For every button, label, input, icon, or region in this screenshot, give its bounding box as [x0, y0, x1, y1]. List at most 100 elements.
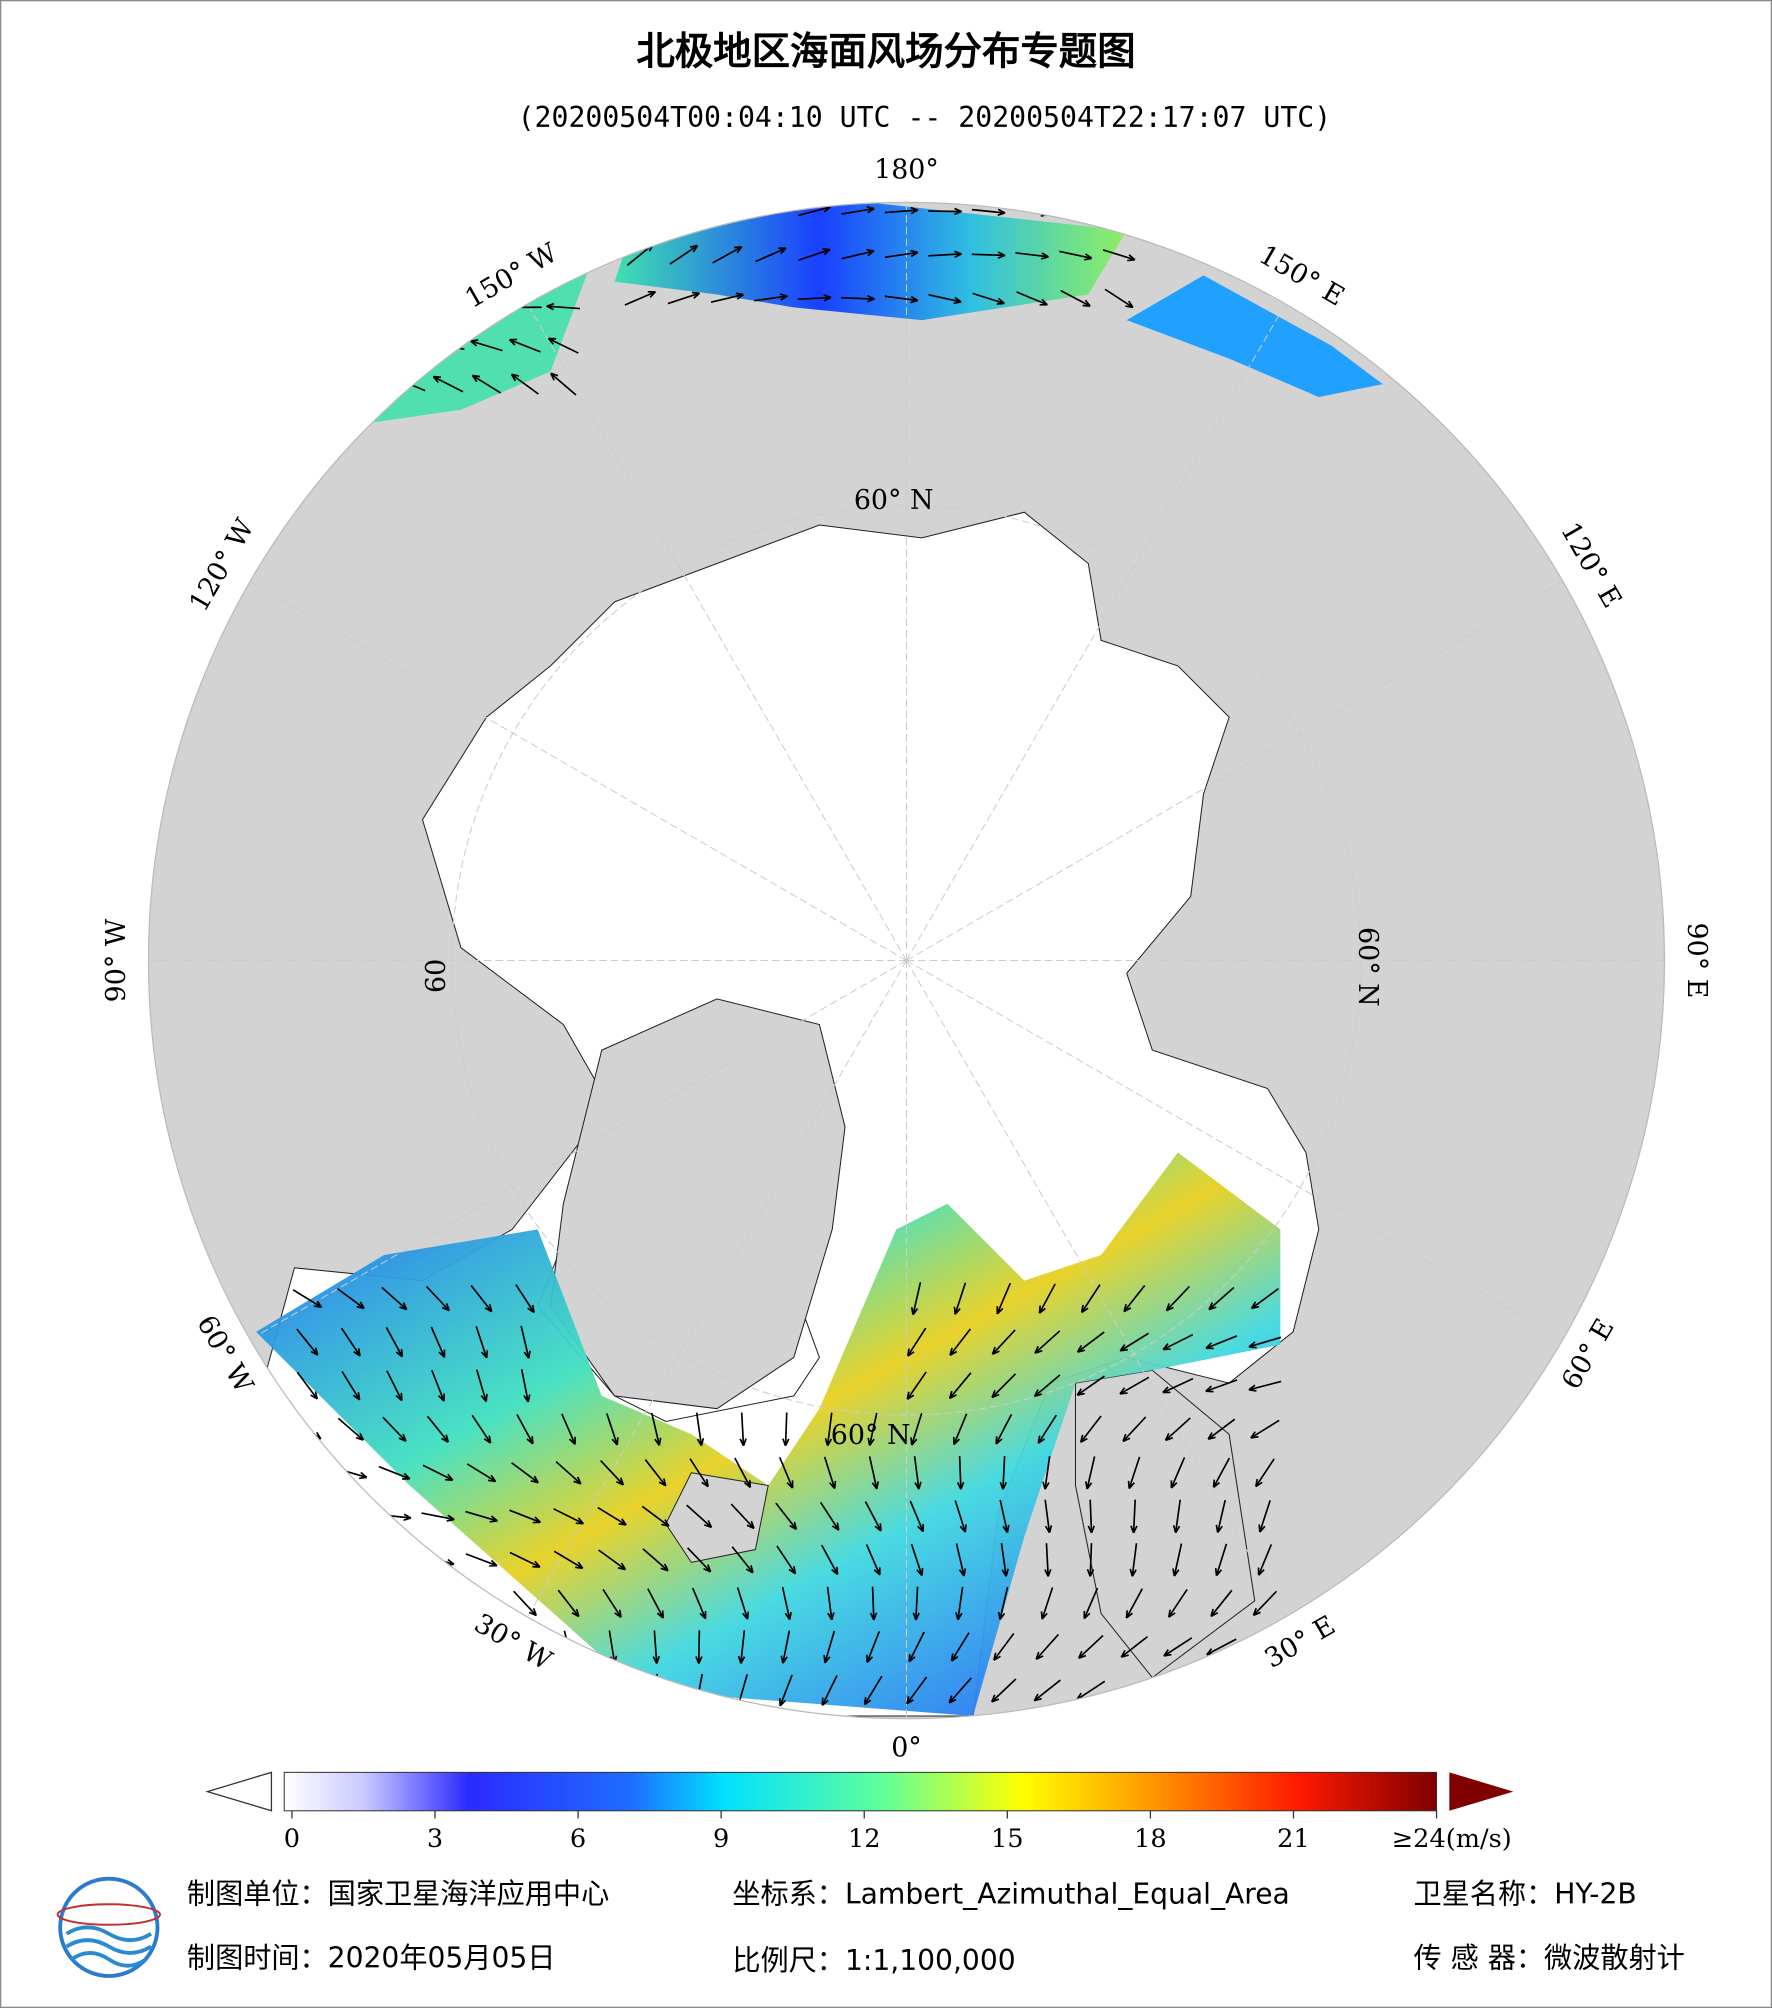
wind-arrow [1125, 1588, 1144, 1619]
footer-unit: 制图单位：国家卫星海洋应用中心 [187, 1877, 609, 1910]
colorbar-tick-label: 18 [1134, 1824, 1167, 1854]
footer-sensor: 传 感 器：微波散射计 [1414, 1941, 1685, 1974]
wind-arrow [555, 1460, 582, 1485]
wind-arrow [1170, 1457, 1186, 1489]
wind-arrow [866, 1631, 881, 1663]
wind-arrow [1086, 1543, 1095, 1577]
wind-arrow [1119, 1376, 1150, 1395]
wind-arrow [381, 1286, 408, 1311]
wind-arrow [867, 1412, 878, 1446]
wind-arrow [953, 1282, 967, 1315]
wind-arrow [913, 1456, 922, 1490]
wind-arrow [1207, 1418, 1236, 1440]
wind-arrow [475, 1369, 488, 1403]
wind-arrow [386, 1370, 403, 1402]
wind-arrow [971, 208, 1006, 217]
wind-arrow [1250, 1288, 1279, 1310]
wind-arrow [908, 1631, 925, 1663]
wind-arrow [991, 1329, 1016, 1356]
wind-arrow [1257, 1544, 1273, 1576]
wind-arrow [475, 1326, 489, 1359]
wind-arrow [1162, 1333, 1194, 1351]
wind-arrow [602, 1588, 622, 1619]
wind-arrow [906, 1327, 927, 1357]
wind-arrow [1248, 1336, 1282, 1349]
wind-field-pacific [614, 202, 1127, 321]
wind-arrow [955, 1586, 964, 1621]
wind-arrow [797, 294, 832, 302]
longitude-label: 0° [891, 1732, 922, 1763]
wind-arrow [906, 1371, 927, 1401]
wind-arrow [884, 206, 919, 215]
wind-arrow [509, 1551, 541, 1568]
wind-arrow [549, 372, 577, 396]
longitude-label: 180° [874, 155, 939, 186]
wind-arrow [995, 1414, 1013, 1445]
wind-arrow [775, 1502, 798, 1531]
wind-arrow [868, 1456, 879, 1490]
wind-arrow [731, 1546, 754, 1574]
wind-arrow [734, 1457, 752, 1489]
wind-arrow [431, 1369, 445, 1402]
graticule [148, 202, 1665, 1719]
wind-arrow [1205, 1379, 1238, 1393]
wind-arrow [971, 251, 1006, 259]
wind-arrow [884, 249, 919, 259]
wind-arrow [1076, 1375, 1105, 1396]
greenland [550, 998, 846, 1410]
wind-arrow [1130, 1499, 1138, 1534]
wind-arrow [689, 1458, 709, 1488]
wind-arrow [999, 1456, 1008, 1490]
wind-arrow [292, 1289, 323, 1309]
wind-arrow [337, 1417, 365, 1441]
wind-arrow [755, 247, 787, 263]
wind-arrow [296, 1328, 319, 1356]
wind-arrow [471, 1414, 492, 1444]
wind-arrow [864, 1501, 882, 1532]
wind-arrow [754, 293, 788, 302]
wind-arrow [928, 250, 962, 259]
wind-arrow [340, 1327, 361, 1357]
wind-arrow [823, 1630, 836, 1664]
colorbar-tick-label: 12 [848, 1824, 881, 1854]
colorbar-over-arrow [1449, 1772, 1514, 1811]
wind-arrow [422, 1464, 454, 1481]
wind-arrow [863, 1675, 883, 1706]
wind-arrow [421, 1512, 455, 1522]
wind-arrow [296, 1371, 319, 1400]
wind-arrow [553, 1508, 585, 1525]
wind-arrow [1104, 288, 1134, 309]
wind-arrow [1172, 1499, 1182, 1534]
wind-arrow [1040, 1587, 1054, 1620]
wind-arrow [695, 1630, 703, 1664]
wind-arrow [341, 1371, 361, 1401]
wind-arrow [730, 1503, 755, 1530]
wind-arrow [1120, 1635, 1149, 1658]
wind-arrow [336, 1287, 365, 1310]
wind-arrow [990, 1678, 1017, 1703]
wind-arrow [1252, 1590, 1278, 1617]
wind-arrow [385, 1327, 404, 1358]
footer-scale: 比例尺：1:1,100,000 [732, 1944, 1015, 1977]
wind-field-kamchatka [1126, 275, 1383, 397]
wind-arrow [1084, 1456, 1096, 1490]
wind-arrow [824, 1412, 833, 1447]
wind-arrow [1016, 291, 1048, 306]
wind-arrow [641, 1505, 670, 1528]
wind-arrow [1248, 1380, 1282, 1392]
wind-arrow [912, 1586, 920, 1621]
wind-arrow [910, 1543, 924, 1577]
wind-arrow [906, 1676, 928, 1705]
wind-arrow [910, 1413, 923, 1446]
wind-arrow [1079, 1415, 1102, 1444]
wind-arrow [869, 1586, 878, 1621]
footer-date: 制图时间：2020年05月05日 [187, 1941, 556, 1974]
footer-satellite: 卫星名称：HY-2B [1414, 1877, 1637, 1910]
title: 北极地区海面风场分布专题图 [636, 29, 1135, 74]
wind-arrow [1042, 1456, 1051, 1490]
wind-arrow [736, 1587, 750, 1620]
longitude-label: 90° W [101, 918, 132, 1002]
wind-arrow [652, 1630, 660, 1664]
wind-arrow [991, 1373, 1017, 1399]
